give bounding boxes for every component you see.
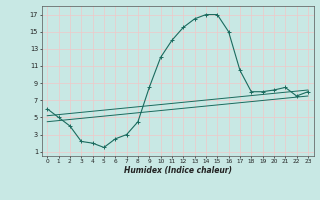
X-axis label: Humidex (Indice chaleur): Humidex (Indice chaleur) (124, 166, 232, 175)
